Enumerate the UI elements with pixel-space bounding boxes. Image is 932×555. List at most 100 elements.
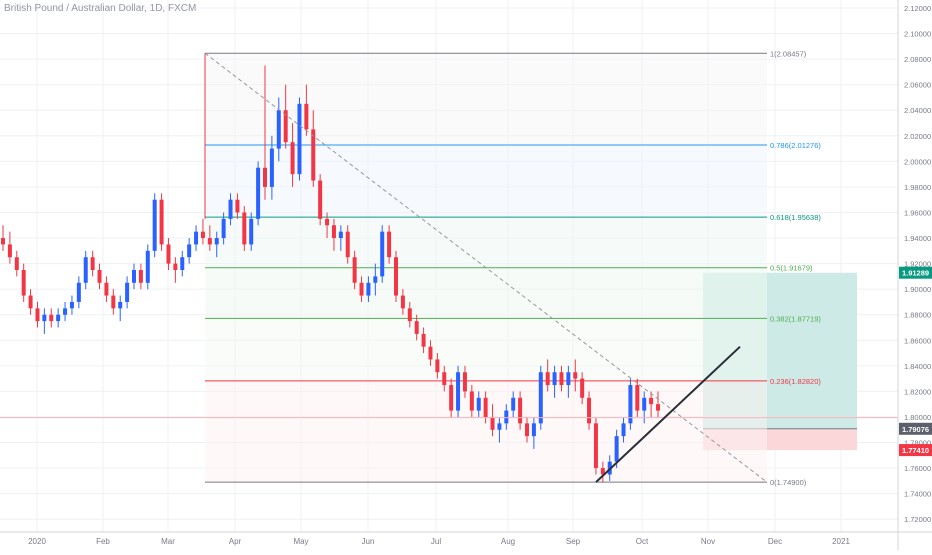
candle-up [69, 301, 74, 309]
candle-down [407, 308, 412, 322]
candle-up [566, 372, 571, 386]
candle-up [145, 250, 150, 283]
candle-down [283, 110, 288, 143]
price-tick-label: 1.96000 [904, 208, 931, 217]
fib-level-label: 0.618(1.95638) [770, 213, 821, 222]
time-tick-label: Mar [161, 537, 175, 546]
candle-up [76, 282, 81, 302]
stop-loss-badge [899, 444, 932, 457]
candle-up [56, 314, 61, 322]
candle-up [125, 282, 130, 302]
candle-down [593, 423, 598, 469]
candle-down [200, 231, 205, 239]
candle-up [531, 423, 536, 437]
price-tick-label: 1.94000 [904, 234, 931, 243]
candle-up [256, 167, 261, 219]
candle-down [345, 231, 350, 258]
candle-up [504, 410, 509, 424]
candle-down [600, 468, 605, 475]
candle-down [325, 218, 330, 226]
candle-down [587, 397, 592, 424]
candle-up [214, 238, 219, 245]
time-tick-label: Dec [768, 537, 782, 546]
price-tick-label: 1.90000 [904, 285, 931, 294]
time-tick-label: Aug [501, 537, 515, 546]
candle-down [573, 372, 578, 379]
price-badges: 1.91289 1.79076 1.77410 [899, 266, 932, 457]
time-tick-label: Apr [229, 537, 242, 546]
price-tick-label: 1.84000 [904, 362, 931, 371]
candle-down [90, 257, 95, 270]
candle-up [538, 372, 543, 424]
time-tick-label: Jun [362, 537, 375, 546]
price-tick-label: 2.10000 [904, 30, 931, 39]
price-tick-label: 1.98000 [904, 183, 931, 192]
time-axis[interactable]: 2020 Feb Mar Apr May Jun Jul Aug Sep Oct Nov Dec 202… [0, 531, 932, 546]
candle-down [414, 321, 419, 334]
price-tick-label: 2.04000 [904, 106, 931, 115]
take-profit-badge-label: 1.91289 [902, 269, 929, 278]
fib-level-label: 0.236(1.82820) [770, 377, 821, 386]
candle-up [380, 231, 385, 277]
price-tick-label: 2.06000 [904, 81, 931, 90]
candle-down [656, 404, 660, 411]
candle-up [476, 397, 481, 411]
candle-down [435, 359, 440, 373]
price-tick-label: 1.86000 [904, 336, 931, 345]
time-tick-label: Feb [96, 537, 110, 546]
price-tick-label: 1.74000 [904, 490, 931, 499]
price-candles [1, 65, 660, 483]
candle-down [359, 282, 364, 296]
candle-down [166, 244, 171, 264]
fib-level-label: 1(2.08457) [770, 49, 807, 58]
candle-down [518, 397, 523, 424]
candle-down [462, 372, 467, 392]
candle-down [1, 238, 5, 245]
chart-drawings[interactable] [0, 52, 898, 483]
candle-down [490, 416, 495, 430]
fib-band [205, 145, 767, 218]
candle-down [49, 314, 54, 322]
candle-up [366, 282, 371, 296]
fib-band [205, 318, 767, 381]
price-tick-label: 2.12000 [904, 4, 931, 13]
candle-down [428, 346, 433, 360]
candle-down [394, 257, 398, 296]
price-tick-label: 2.08000 [904, 55, 931, 64]
price-tick-label: 2.02000 [904, 132, 931, 141]
fib-level-label: 0.786(2.01276) [770, 141, 821, 150]
candle-up [187, 244, 192, 258]
fibonacci-retracement[interactable]: 1(2.08457) 0.786(2.01276) 0.618(1.95638) 0.… [204, 49, 821, 487]
candle-down [318, 180, 323, 219]
candle-down [35, 308, 40, 322]
candle-up [552, 372, 557, 386]
price-axis[interactable]: 1.72000 1.74000 1.76000 1.78000 1.80000 1.820… [897, 0, 931, 550]
candle-down [111, 295, 116, 309]
time-tick-label: 2021 [832, 537, 850, 546]
candle-down [525, 423, 529, 437]
time-tick-label: Oct [636, 537, 649, 546]
candle-up [83, 257, 88, 283]
candle-down [304, 103, 309, 130]
candle-down [263, 167, 267, 187]
candle-down [442, 372, 447, 386]
candle-up [276, 110, 281, 149]
candle-down [635, 385, 640, 411]
candle-up [511, 397, 516, 411]
candle-up [228, 199, 233, 219]
fib-band [205, 217, 767, 268]
fib-band [205, 267, 767, 319]
candle-down [559, 372, 564, 386]
candle-up [152, 199, 157, 251]
time-tick-label: Nov [701, 537, 715, 546]
time-tick-label: Jul [431, 537, 441, 546]
candle-up [194, 231, 199, 245]
candle-up [628, 385, 633, 424]
candle-up [63, 308, 68, 315]
candle-up [621, 423, 626, 437]
candle-down [290, 142, 295, 175]
symbol-title: British Pound / Australian Dollar, 1D, F… [4, 3, 197, 14]
candle-down [400, 295, 405, 309]
